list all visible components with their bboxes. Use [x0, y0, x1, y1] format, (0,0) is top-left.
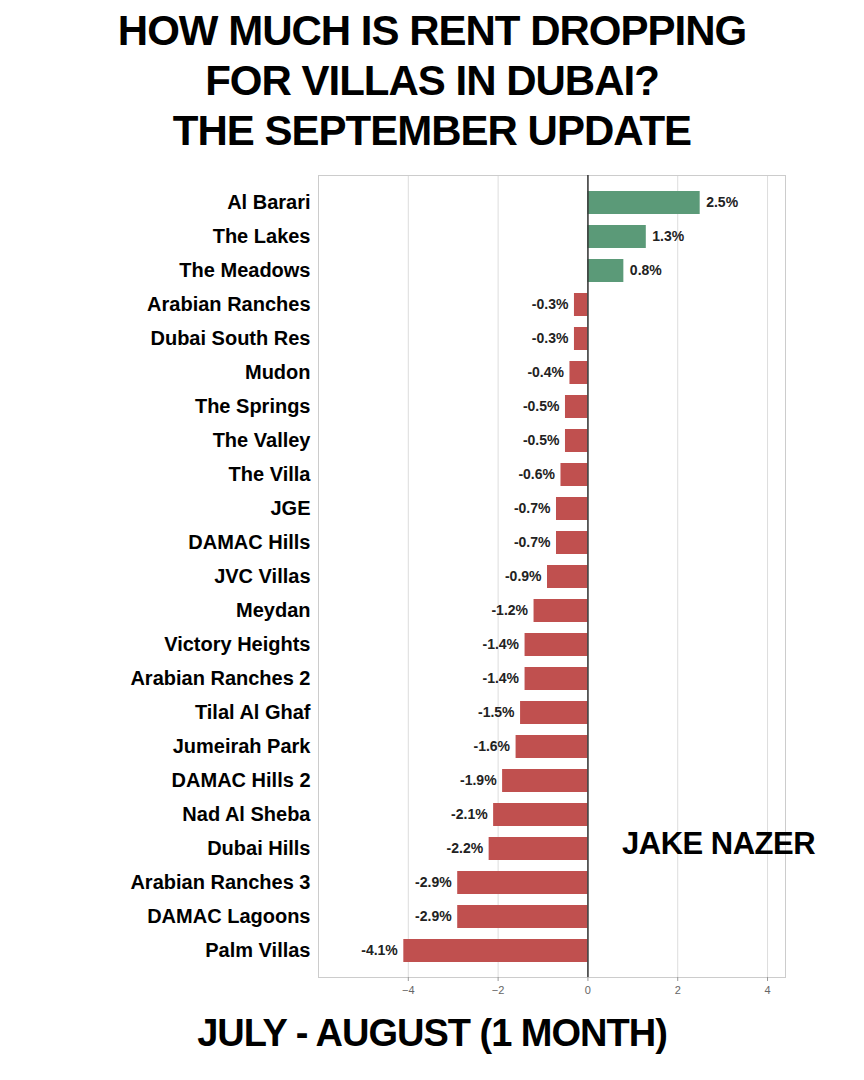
svg-text:-1.6%: -1.6%: [473, 738, 510, 754]
html-text:THE SEPTEMBER UPDATE: THE SEPTEMBER UPDATE: [172, 107, 692, 154]
svg-text:4: 4: [764, 984, 770, 996]
svg-text:DAMAC Hills: DAMAC Hills: [188, 531, 310, 553]
svg-text:DAMAC Hills 2: DAMAC Hills 2: [172, 769, 311, 791]
html-text:HOW MUCH IS RENT DROPPING FOR: HOW MUCH IS RENT DROPPING FOR VILLAS IN …: [117, 7, 747, 104]
svg-text:Victory Heights: Victory Heights: [164, 633, 310, 655]
svg-text:-0.3%: -0.3%: [532, 330, 569, 346]
svg-text:Al Barari: Al Barari: [227, 191, 310, 213]
svg-text:-0.5%: -0.5%: [523, 432, 560, 448]
svg-text:The Lakes: The Lakes: [213, 225, 311, 247]
svg-text:-2.2%: -2.2%: [447, 840, 484, 856]
svg-text:Meydan: Meydan: [236, 599, 310, 621]
svg-text:The Valley: The Valley: [213, 429, 312, 451]
svg-text:The Springs: The Springs: [195, 395, 311, 417]
svg-text:Jumeirah Park: Jumeirah Park: [173, 735, 312, 757]
html-text:JAKE NAZER: JAKE NAZER: [622, 826, 816, 861]
svg-text:DAMAC Lagoons: DAMAC Lagoons: [147, 905, 310, 927]
svg-text:-0.4%: -0.4%: [527, 364, 564, 380]
svg-text:-1.4%: -1.4%: [482, 670, 519, 686]
svg-text:Palm Villas: Palm Villas: [205, 939, 310, 961]
svg-text:-0.9%: -0.9%: [505, 568, 542, 584]
svg-text:Arabian Ranches: Arabian Ranches: [147, 293, 310, 315]
svg-text:1.3%: 1.3%: [652, 228, 684, 244]
svg-text:Dubai Hills: Dubai Hills: [207, 837, 310, 859]
svg-text:0: 0: [585, 984, 591, 996]
svg-text:Arabian Ranches 3: Arabian Ranches 3: [130, 871, 310, 893]
svg-text:-2.9%: -2.9%: [415, 908, 452, 924]
svg-text:Mudon: Mudon: [245, 361, 311, 383]
svg-text:JGE: JGE: [270, 497, 310, 519]
svg-text:2.5%: 2.5%: [706, 194, 738, 210]
svg-text:-0.3%: -0.3%: [532, 296, 569, 312]
svg-text:-1.5%: -1.5%: [478, 704, 515, 720]
svg-text:-4.1%: -4.1%: [361, 942, 398, 958]
svg-text:Arabian Ranches 2: Arabian Ranches 2: [130, 667, 310, 689]
svg-text:-2.9%: -2.9%: [415, 874, 452, 890]
svg-text:-0.5%: -0.5%: [523, 398, 560, 414]
svg-text:-2.1%: -2.1%: [451, 806, 488, 822]
svg-text:JVC Villas: JVC Villas: [214, 565, 310, 587]
svg-text:Dubai South Res: Dubai South Res: [150, 327, 310, 349]
svg-text:−2: −2: [492, 984, 505, 996]
svg-text:The Villa: The Villa: [229, 463, 312, 485]
svg-text:Nad Al Sheba: Nad Al Sheba: [182, 803, 311, 825]
svg-text:2: 2: [675, 984, 681, 996]
svg-text:0.8%: 0.8%: [630, 262, 662, 278]
html-text:JULY - AUGUST (1 MONTH): JULY - AUGUST (1 MONTH): [197, 1012, 667, 1054]
svg-text:-1.4%: -1.4%: [482, 636, 519, 652]
svg-text:-1.9%: -1.9%: [460, 772, 497, 788]
svg-text:The Meadows: The Meadows: [179, 259, 310, 281]
svg-text:Tilal Al Ghaf: Tilal Al Ghaf: [195, 701, 311, 723]
svg-text:-0.7%: -0.7%: [514, 534, 551, 550]
svg-text:-0.7%: -0.7%: [514, 500, 551, 516]
svg-text:-0.6%: -0.6%: [518, 466, 555, 482]
svg-text:−4: −4: [402, 984, 415, 996]
svg-text:-1.2%: -1.2%: [491, 602, 528, 618]
